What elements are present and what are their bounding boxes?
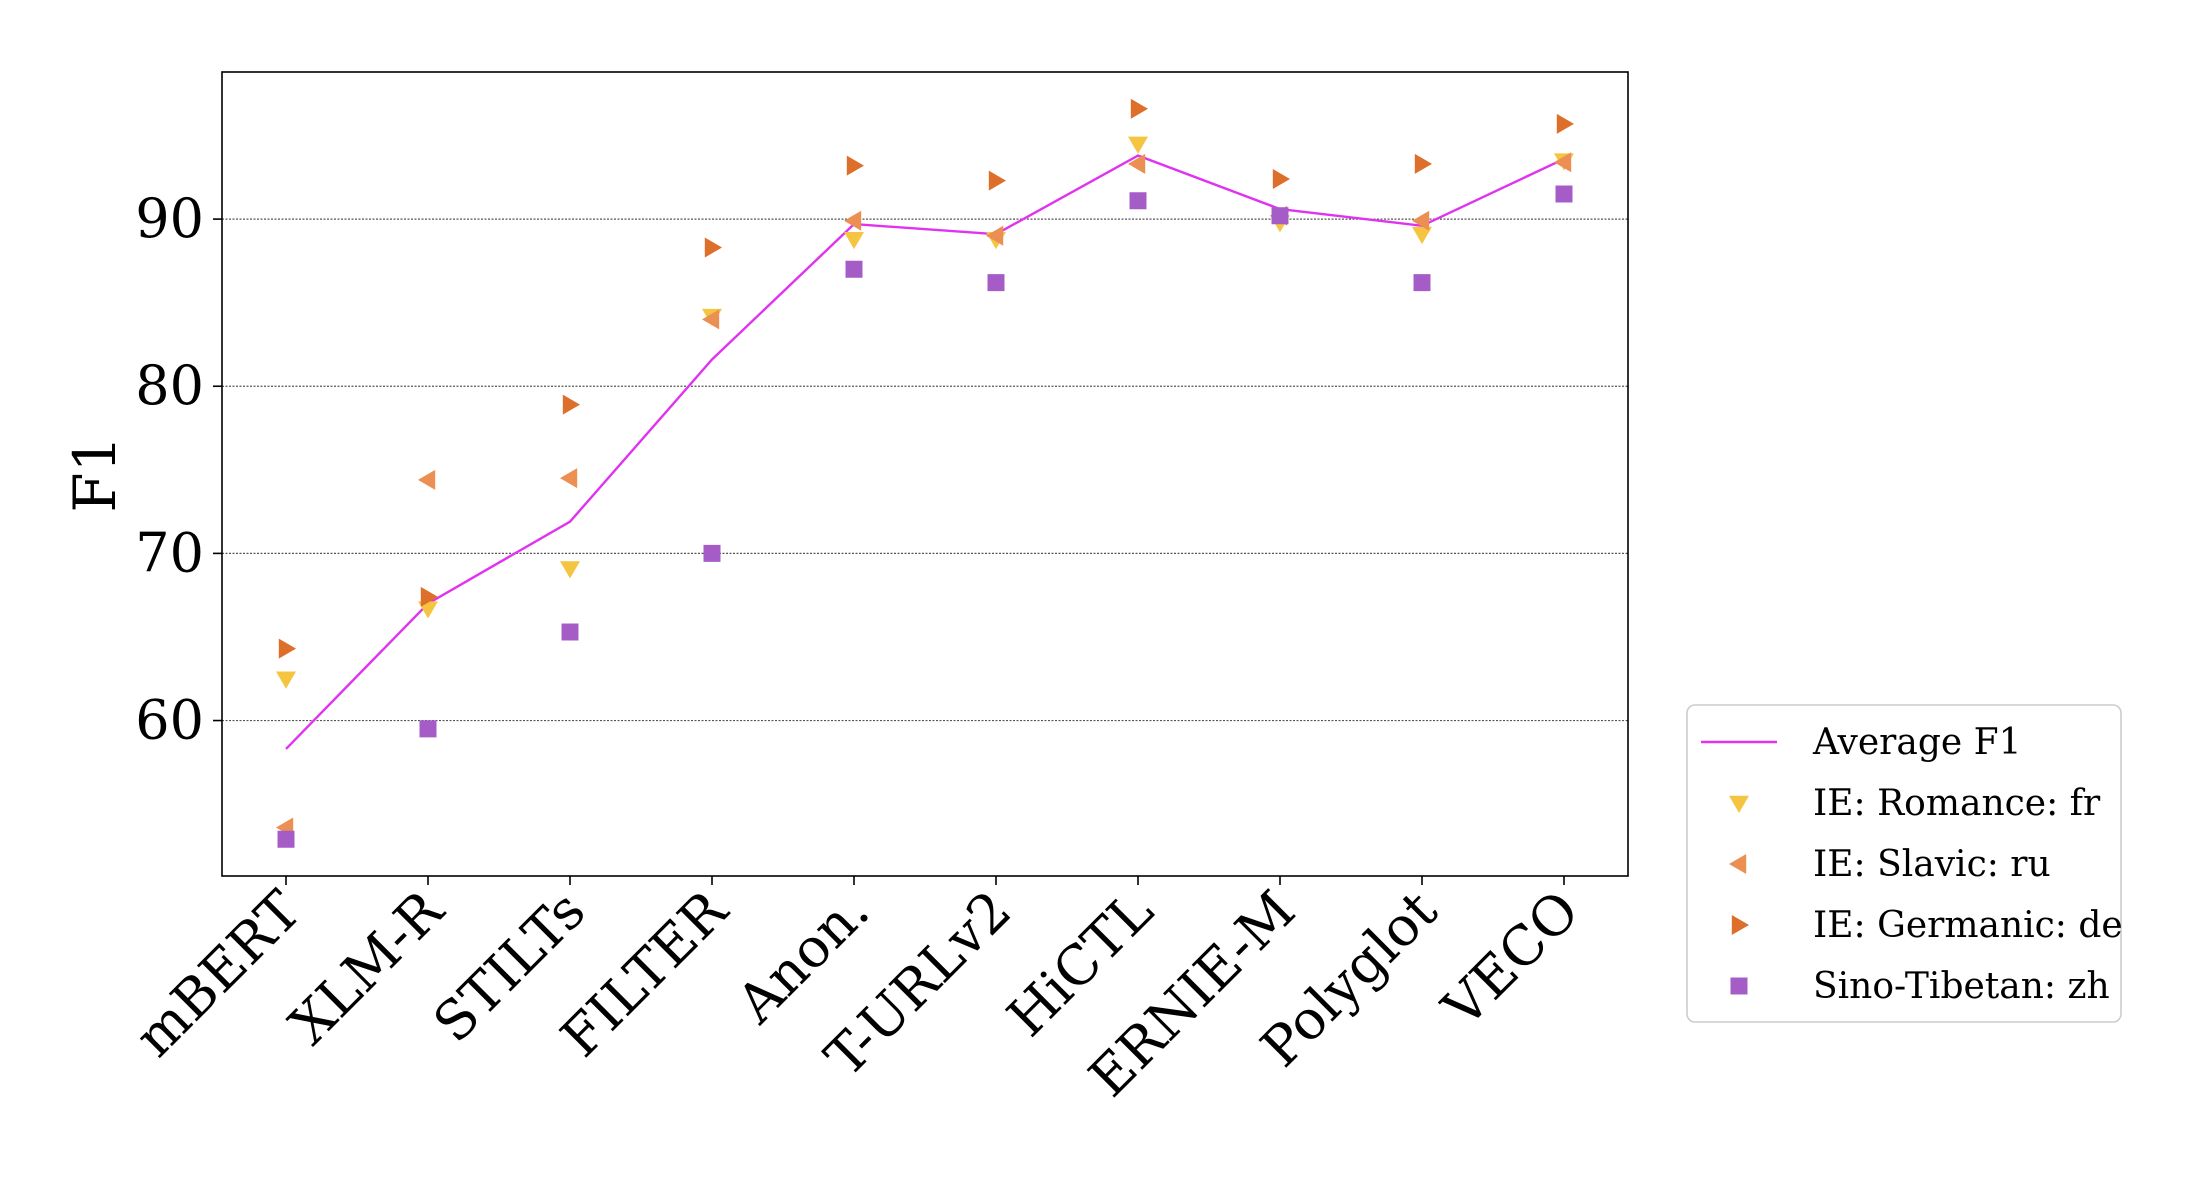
legend-item-3: IE: Germanic: de <box>1731 905 2123 946</box>
point-4-2 <box>561 623 579 641</box>
point-3-0 <box>278 638 296 659</box>
series-4 <box>277 185 1573 848</box>
point-4-8 <box>1413 274 1431 292</box>
point-2-2 <box>560 468 578 489</box>
y-axis: 60 70 80 90 <box>135 187 222 752</box>
legend-label-3: IE: Germanic: de <box>1813 905 2123 946</box>
series-layer <box>276 98 1574 848</box>
point-1-0 <box>276 671 296 689</box>
y-tick-label-60: 60 <box>135 689 204 752</box>
point-3-1 <box>420 586 438 607</box>
point-4-5 <box>987 274 1005 292</box>
point-3-3 <box>704 237 722 258</box>
legend-swatch-2 <box>1729 854 1747 874</box>
legend-swatch-4 <box>1730 977 1748 995</box>
point-1-8 <box>1412 226 1432 245</box>
point-2-8 <box>1412 210 1430 231</box>
y-tick-label-70: 70 <box>135 521 204 584</box>
series-2 <box>276 152 1572 838</box>
point-4-3 <box>703 544 721 562</box>
point-1-4 <box>844 231 864 250</box>
gridlines <box>222 218 1628 722</box>
point-3-5 <box>988 170 1006 191</box>
series-0 <box>285 154 1565 750</box>
y-tick-label-90: 90 <box>135 187 204 250</box>
point-2-5 <box>986 225 1004 246</box>
legend-item-1: IE: Romance: fr <box>1729 783 2101 824</box>
point-2-3 <box>702 309 720 330</box>
point-2-9 <box>1554 152 1572 173</box>
point-2-6 <box>1128 153 1146 174</box>
legend-item-2: IE: Slavic: ru <box>1729 844 2051 885</box>
point-4-6 <box>1129 192 1147 210</box>
point-3-7 <box>1272 168 1290 189</box>
y-tick-label-80: 80 <box>135 354 204 417</box>
x-tick-label-1: XLM-R <box>277 878 456 1057</box>
plot-frame <box>221 71 1629 877</box>
series-3 <box>278 98 1574 659</box>
point-3-6 <box>1130 98 1148 119</box>
point-3-9 <box>1556 113 1574 134</box>
point-1-6 <box>1128 136 1148 154</box>
point-3-4 <box>846 155 864 176</box>
point-4-7 <box>1271 207 1289 225</box>
legend-item-4: Sino-Tibetan: zh <box>1730 966 2110 1007</box>
point-1-1 <box>418 601 438 619</box>
series-line-0 <box>285 154 1565 750</box>
point-4-0 <box>277 830 295 848</box>
legend: Average F1 IE: Romance: fr IE: Slavic: ru I… <box>1686 704 2123 1023</box>
point-2-1 <box>418 469 436 490</box>
legend-box <box>1686 704 2122 1023</box>
legend-swatch-3 <box>1731 915 1749 935</box>
legend-label-4: Sino-Tibetan: zh <box>1813 966 2110 1007</box>
legend-label-1: IE: Romance: fr <box>1813 783 2101 824</box>
point-3-8 <box>1414 153 1432 174</box>
legend-swatch-1 <box>1729 795 1749 813</box>
y-axis-label: F1 <box>61 435 129 512</box>
legend-label-2: IE: Slavic: ru <box>1813 844 2051 885</box>
legend-label-0: Average F1 <box>1812 722 2022 763</box>
x-axis: mBERTXLM-RSTILTsFILTERAnon.T-URLv2HiCTLE… <box>123 876 1591 1109</box>
point-4-1 <box>419 720 437 738</box>
x-tick-label-0: mBERT <box>123 879 313 1069</box>
point-4-9 <box>1555 185 1573 203</box>
x-tick-label-9: VECO <box>1430 879 1591 1040</box>
point-2-4 <box>844 210 862 231</box>
point-4-4 <box>845 260 863 278</box>
legend-item-0: Average F1 <box>1701 722 2022 763</box>
point-3-2 <box>562 394 580 415</box>
point-1-2 <box>560 561 580 579</box>
